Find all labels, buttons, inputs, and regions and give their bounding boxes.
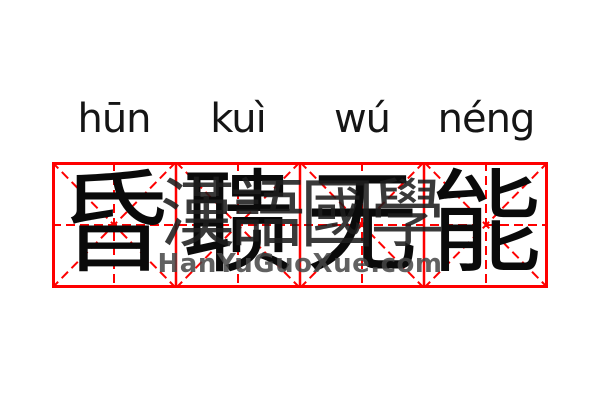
hanzi-character: 昏 xyxy=(58,163,170,287)
hanzi-character: 无 xyxy=(306,163,418,287)
pinyin-label: hūn xyxy=(77,96,151,142)
tianzige-grid-lines xyxy=(52,162,548,288)
tianzige-grid xyxy=(52,162,548,288)
pinyin-label: néng xyxy=(437,96,536,142)
pinyin-label: wú xyxy=(333,96,391,142)
hanzi-character: 聩 xyxy=(182,163,294,287)
pinyin-label: kuì xyxy=(210,96,266,142)
hanzi-character: 能 xyxy=(430,163,542,287)
